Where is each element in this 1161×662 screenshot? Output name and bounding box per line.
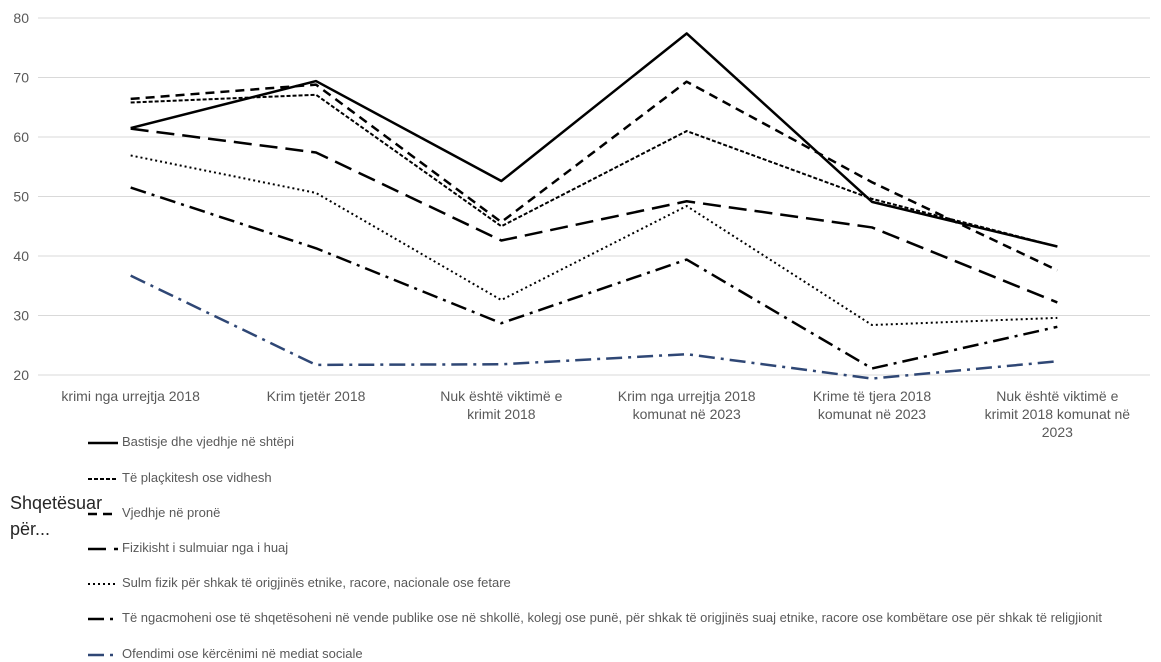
series-4: [130, 127, 1058, 304]
y-axis-ticks: 20 30 40 50 60 70 80: [13, 10, 29, 383]
y-tick-label: 80: [13, 10, 29, 26]
series-line: [130, 80, 1058, 272]
x-axis-categories: krimi nga urrejtja 2018 Krim tjetër 2018 N…: [61, 388, 1130, 440]
y-tick-label: 40: [13, 248, 29, 264]
series-line: [130, 186, 1058, 370]
gridlines: [38, 17, 1150, 376]
y-tick-label: 50: [13, 189, 29, 205]
series-6: [130, 186, 1058, 370]
x-category-label: Nuk është viktimë e krimit 2018 komunat n…: [985, 388, 1131, 440]
series-line: [130, 93, 1058, 248]
series-5: [130, 154, 1058, 327]
legend-side-label: Shqetësuar për...: [10, 493, 103, 539]
series-line: [130, 154, 1058, 327]
series-7: [130, 274, 1058, 380]
y-tick-label: 30: [13, 308, 29, 324]
series-3: [130, 80, 1058, 272]
x-category-label: Krim nga urrejtja 2018 komunat në 2023: [618, 388, 756, 422]
series-2: [130, 93, 1058, 248]
series-line: [130, 32, 1058, 248]
y-tick-label: 70: [13, 70, 29, 86]
series-line: [130, 127, 1058, 304]
x-category-label: Krim tjetër 2018: [267, 388, 366, 404]
y-tick-label: 20: [13, 367, 29, 383]
series-lines: [130, 32, 1058, 380]
y-tick-label: 60: [13, 129, 29, 145]
series-line: [130, 274, 1058, 380]
x-category-label: Nuk është viktimë e krimit 2018: [440, 388, 562, 422]
x-category-label: krimi nga urrejtja 2018: [61, 388, 200, 404]
series-1: [130, 32, 1058, 248]
x-category-label: Krime të tjera 2018 komunat në 2023: [813, 388, 931, 422]
